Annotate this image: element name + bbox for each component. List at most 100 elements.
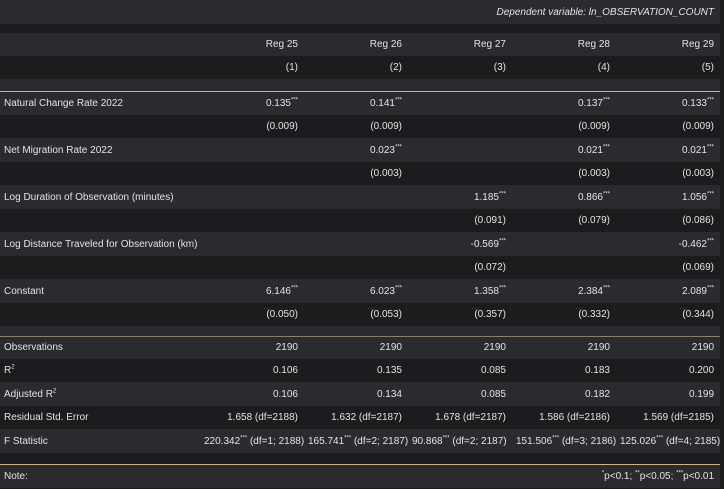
model-number-row: (1) (2) (3) (4) (5) — [0, 56, 721, 79]
model-header: Reg 28 — [512, 33, 616, 56]
se-cell: (0.009) — [616, 115, 721, 138]
coef-cell: -0.462*** — [616, 232, 721, 256]
stat-cell: 165.741*** (df=2; 2187) — [304, 429, 408, 453]
se-cell: (0.079) — [512, 209, 616, 232]
note-row: Note: *p<0.1; **p<0.05; ***p<0.01 — [0, 463, 721, 488]
se-cell: (0.009) — [200, 115, 304, 138]
coef-cell — [408, 138, 512, 162]
stat-cell: 2190 — [304, 335, 408, 359]
stat-row-adjusted-r2: Adjusted R2 0.106 0.134 0.085 0.182 0.19… — [0, 382, 721, 406]
stat-row-r2: R2 0.106 0.135 0.085 0.183 0.200 — [0, 359, 721, 382]
coef-cell: 0.137*** — [512, 90, 616, 115]
coef-cell: 1.358*** — [408, 279, 512, 303]
coef-cell: 0.021*** — [512, 138, 616, 162]
coef-row: Constant 6.146*** 6.023*** 1.358*** 2.38… — [0, 279, 721, 303]
se-cell — [304, 209, 408, 232]
coef-cell: 6.146*** — [200, 279, 304, 303]
coef-cell: 2.384*** — [512, 279, 616, 303]
model-number: (5) — [616, 56, 721, 79]
dependent-variable-label: Dependent variable: ln_OBSERVATION_COUNT — [200, 0, 721, 24]
coef-cell: 0.866*** — [512, 185, 616, 209]
stat-label: Observations — [0, 335, 200, 359]
stat-cell: 0.106 — [200, 382, 304, 406]
stat-cell: 0.182 — [512, 382, 616, 406]
stat-cell: 151.506*** (df=3; 2186) — [512, 429, 616, 453]
coef-row: Log Duration of Observation (minutes) 1.… — [0, 185, 721, 209]
coef-cell: 2.089*** — [616, 279, 721, 303]
stat-cell: 0.135 — [304, 359, 408, 382]
stat-cell: 1.586 (df=2186) — [512, 406, 616, 429]
se-cell: (0.009) — [304, 115, 408, 138]
se-cell: (0.003) — [304, 162, 408, 185]
se-row: (0.072) (0.069) — [0, 256, 721, 279]
model-header: Reg 27 — [408, 33, 512, 56]
coef-row: Natural Change Rate 2022 0.135*** 0.141*… — [0, 90, 721, 115]
stat-cell: 2190 — [512, 335, 616, 359]
se-cell: (0.091) — [408, 209, 512, 232]
stat-cell: 125.026*** (df=4; 2185) — [616, 429, 720, 453]
model-number: (1) — [200, 56, 304, 79]
dependent-variable-row: Dependent variable: ln_OBSERVATION_COUNT — [0, 0, 721, 24]
se-cell: (0.009) — [512, 115, 616, 138]
model-number: (2) — [304, 56, 408, 79]
se-cell: (0.344) — [616, 303, 721, 326]
se-row: (0.091) (0.079) (0.086) — [0, 209, 721, 232]
coef-cell: 0.133*** — [616, 90, 721, 115]
coef-cell — [304, 232, 408, 256]
se-cell — [512, 256, 616, 279]
stat-cell: 0.106 — [200, 359, 304, 382]
variable-label: Constant — [0, 279, 200, 303]
model-header: Reg 25 — [200, 33, 304, 56]
stat-cell: 220.342*** (df=1; 2188) — [200, 429, 304, 453]
stat-label: Residual Std. Error — [0, 406, 200, 429]
coef-row: Log Distance Traveled for Observation (k… — [0, 232, 721, 256]
stat-cell: 1.632 (df=2187) — [304, 406, 408, 429]
variable-label: Log Distance Traveled for Observation (k… — [0, 232, 200, 256]
stat-cell: 90.868*** (df=2; 2187) — [408, 429, 512, 453]
model-header-row: Reg 25 Reg 26 Reg 27 Reg 28 Reg 29 — [0, 33, 721, 56]
se-row: (0.009) (0.009) (0.009) (0.009) — [0, 115, 721, 138]
coef-cell: 0.023*** — [304, 138, 408, 162]
se-cell — [408, 115, 512, 138]
se-cell: (0.072) — [408, 256, 512, 279]
stat-cell: 0.199 — [616, 382, 721, 406]
stat-cell: 1.569 (df=2185) — [616, 406, 721, 429]
stat-row-observations: Observations 2190 2190 2190 2190 2190 — [0, 335, 721, 359]
stat-cell: 1.658 (df=2188) — [200, 406, 304, 429]
se-cell: (0.003) — [512, 162, 616, 185]
coef-cell: 1.185*** — [408, 185, 512, 209]
stat-label: R2 — [0, 359, 200, 382]
variable-label: Log Duration of Observation (minutes) — [0, 185, 200, 209]
coef-cell: 0.141*** — [304, 90, 408, 115]
se-cell — [200, 209, 304, 232]
stat-cell: 0.134 — [304, 382, 408, 406]
significance-legend: *p<0.1; **p<0.05; ***p<0.01 — [200, 463, 721, 488]
model-number: (3) — [408, 56, 512, 79]
stat-cell: 0.085 — [408, 382, 512, 406]
se-cell: (0.357) — [408, 303, 512, 326]
stat-cell: 0.200 — [616, 359, 721, 382]
note-label: Note: — [0, 463, 200, 488]
se-cell — [408, 162, 512, 185]
se-row: (0.003) (0.003) (0.003) — [0, 162, 721, 185]
stat-cell: 0.183 — [512, 359, 616, 382]
coef-cell — [512, 232, 616, 256]
se-row: (0.050) (0.053) (0.357) (0.332) (0.344) — [0, 303, 721, 326]
stat-row-f-statistic: F Statistic 220.342*** (df=1; 2188) 165.… — [0, 429, 720, 453]
model-number: (4) — [512, 56, 616, 79]
stat-row-residual-std-error: Residual Std. Error 1.658 (df=2188) 1.63… — [0, 406, 721, 429]
stat-cell: 2190 — [616, 335, 721, 359]
se-cell: (0.086) — [616, 209, 721, 232]
model-header: Reg 29 — [616, 33, 721, 56]
coef-cell: 1.056*** — [616, 185, 721, 209]
stat-cell: 1.678 (df=2187) — [408, 406, 512, 429]
stat-cell: 2190 — [408, 335, 512, 359]
coef-cell: 0.021*** — [616, 138, 721, 162]
stat-cell: 2190 — [200, 335, 304, 359]
coef-cell: -0.569*** — [408, 232, 512, 256]
coef-cell — [200, 232, 304, 256]
coef-row: Net Migration Rate 2022 0.023*** 0.021**… — [0, 138, 721, 162]
se-cell: (0.069) — [616, 256, 721, 279]
